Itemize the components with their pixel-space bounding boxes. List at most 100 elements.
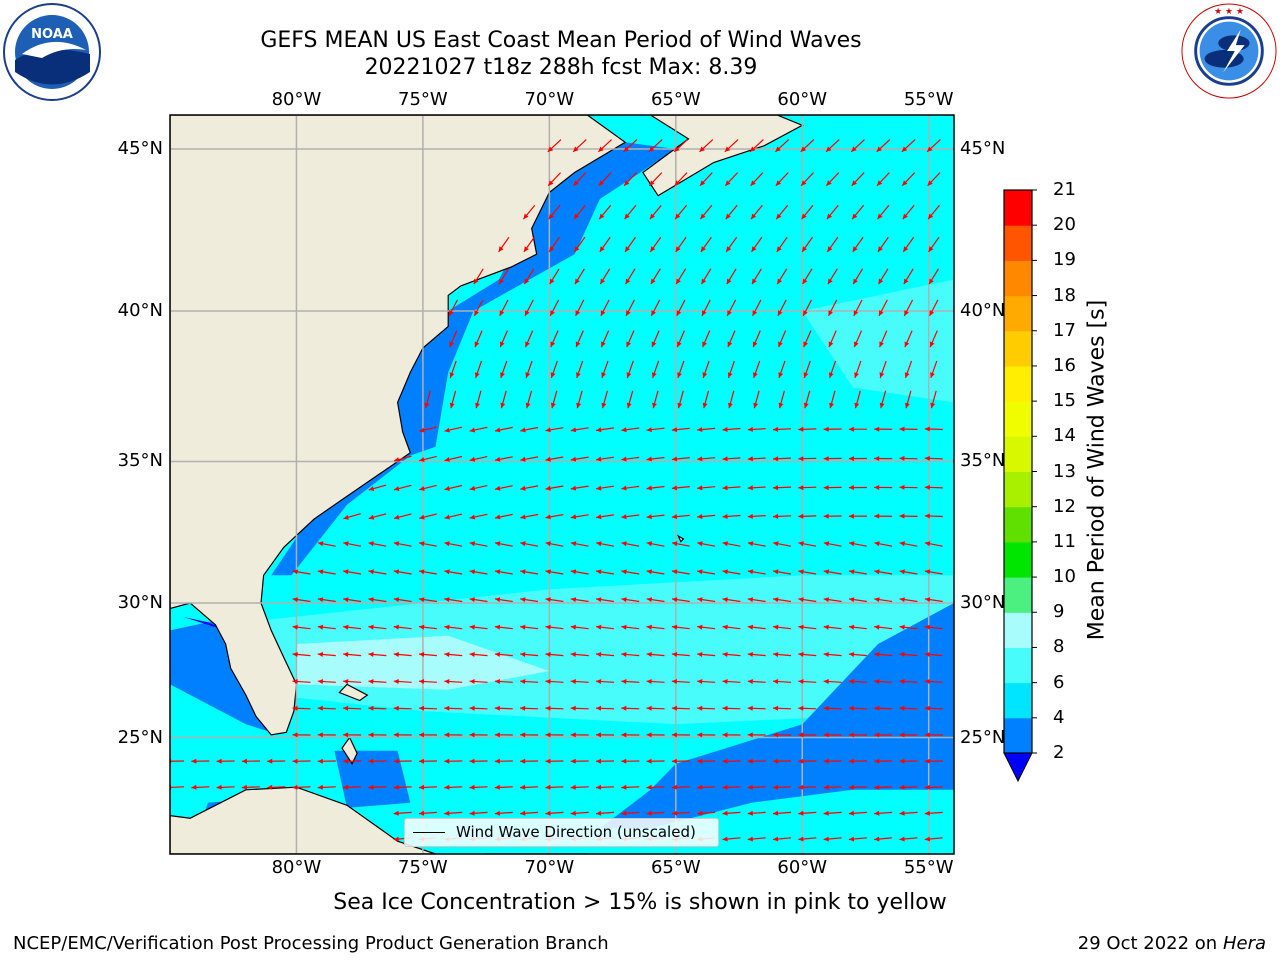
wave-direction-arrow xyxy=(646,541,665,547)
footer-credit: NCEP/EMC/Verification Post Processing Pr… xyxy=(13,933,609,954)
wave-direction-arrow xyxy=(498,268,510,285)
wave-direction-arrow xyxy=(904,330,913,348)
wave-direction-arrow xyxy=(469,541,488,547)
wave-direction-arrow xyxy=(727,330,736,348)
wave-direction-arrow xyxy=(924,569,943,575)
wave-direction-arrow xyxy=(848,597,867,603)
wave-direction-arrow xyxy=(343,784,362,790)
wave-direction-arrow xyxy=(851,172,865,187)
wave-direction-arrow xyxy=(545,541,564,547)
wave-direction-arrow xyxy=(899,705,918,711)
wave-direction-arrow xyxy=(646,485,665,491)
wave-direction-arrow xyxy=(927,172,941,187)
wave-direction-arrow xyxy=(444,624,463,630)
wave-direction-arrow xyxy=(393,541,412,547)
wave-direction-arrow xyxy=(494,810,513,816)
legend-label: Wind Wave Direction (unscaled) xyxy=(456,823,696,841)
wave-direction-arrow xyxy=(752,299,762,317)
wave-direction-arrow xyxy=(624,236,636,253)
wave-direction-arrow xyxy=(494,569,513,575)
wave-direction-arrow xyxy=(874,810,893,816)
colorbar-tick-label: 21 xyxy=(1053,179,1076,200)
wave-direction-arrow xyxy=(701,299,711,317)
wave-direction-arrow xyxy=(368,758,387,764)
wave-direction-arrow xyxy=(596,514,614,520)
wave-direction-arrow xyxy=(393,652,412,657)
wave-direction-arrow xyxy=(444,679,463,684)
wave-direction-arrow xyxy=(722,456,741,462)
wave-direction-arrow xyxy=(343,541,362,547)
wave-direction-arrow xyxy=(747,705,766,711)
wave-direction-arrow xyxy=(753,360,761,379)
wave-direction-arrow xyxy=(343,732,362,738)
wave-direction-arrow xyxy=(798,836,817,842)
wave-direction-arrow xyxy=(773,541,792,547)
wave-direction-arrow xyxy=(675,268,687,285)
wave-direction-arrow xyxy=(545,624,564,630)
wave-direction-arrow xyxy=(292,652,311,657)
wave-direction-arrow xyxy=(623,172,637,187)
map-frame xyxy=(169,114,955,855)
wave-direction-arrow xyxy=(924,513,943,519)
colorbar-segment xyxy=(1004,506,1032,543)
wave-direction-arrow xyxy=(548,204,561,220)
wave-direction-arrow xyxy=(902,204,915,220)
wave-direction-arrow xyxy=(798,810,817,816)
colorbar-segment xyxy=(1004,330,1032,367)
wave-direction-arrow xyxy=(823,569,842,575)
wave-direction-arrow xyxy=(520,810,539,816)
wave-direction-arrow xyxy=(722,758,741,764)
footer-date: 29 Oct 2022 on Hera xyxy=(1077,933,1266,954)
wave-direction-arrow xyxy=(899,810,918,816)
wave-direction-arrow xyxy=(600,330,610,348)
wave-direction-arrow xyxy=(874,541,893,547)
wave-direction-arrow xyxy=(823,426,842,432)
lat-label-right: 30°N xyxy=(960,591,1006,613)
wave-direction-arrow xyxy=(444,810,463,816)
wave-direction-arrow xyxy=(520,652,539,657)
wave-direction-arrow xyxy=(570,624,589,630)
wave-direction-arrow xyxy=(595,652,615,657)
land-mass xyxy=(170,115,804,854)
lat-label-left: 45°N xyxy=(117,138,163,160)
wave-direction-arrow xyxy=(699,139,714,153)
wave-direction-arrow xyxy=(393,513,412,520)
wave-direction-arrow xyxy=(751,268,762,285)
wave-direction-arrow xyxy=(343,758,362,764)
wave-direction-arrow xyxy=(469,456,488,462)
wave-direction-arrow xyxy=(928,268,940,285)
colorbar-tick-label: 17 xyxy=(1053,319,1076,341)
wave-direction-arrow xyxy=(216,758,235,764)
wave-direction-arrow xyxy=(747,456,766,462)
wave-direction-arrow xyxy=(241,784,260,790)
wave-direction-arrow xyxy=(292,679,311,684)
wave-direction-arrow xyxy=(823,485,842,491)
wave-direction-arrow xyxy=(928,236,940,253)
wave-direction-arrow xyxy=(549,299,560,317)
wave-direction-arrow xyxy=(646,569,665,575)
wave-direction-arrow xyxy=(899,484,918,490)
wave-direction-arrow xyxy=(317,541,336,547)
wave-direction-arrow xyxy=(899,597,918,603)
wave-direction-arrow xyxy=(649,204,662,220)
wave-direction-arrow xyxy=(570,705,589,711)
wave-direction-arrow xyxy=(722,810,741,816)
wave-direction-arrow xyxy=(697,679,716,684)
wave-direction-arrow xyxy=(473,268,484,285)
wave-direction-arrow xyxy=(772,513,792,519)
wave-direction-arrow xyxy=(899,652,918,657)
colorbar-tick-label: 16 xyxy=(1053,354,1076,376)
wave-direction-arrow xyxy=(699,172,713,187)
wave-direction-arrow xyxy=(929,330,938,348)
wave-direction-arrow xyxy=(700,268,712,285)
wave-direction-arrow xyxy=(596,597,614,603)
wave-direction-arrow xyxy=(747,836,766,842)
wave-direction-arrow xyxy=(671,624,690,630)
wave-direction-arrow xyxy=(368,624,387,630)
wave-direction-arrow xyxy=(473,299,484,317)
wave-direction-arrow xyxy=(525,360,533,379)
wave-direction-arrow xyxy=(267,784,286,790)
wave-direction-arrow xyxy=(899,541,918,547)
wave-direction-arrow xyxy=(241,758,260,764)
wave-direction-arrow xyxy=(449,360,457,379)
